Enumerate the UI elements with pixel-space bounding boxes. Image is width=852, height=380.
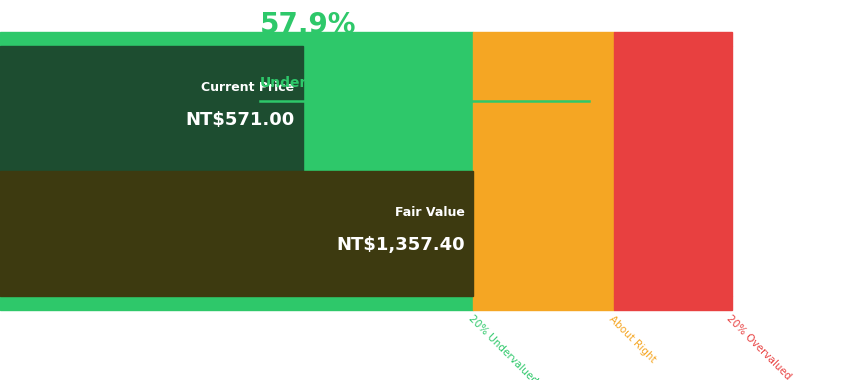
- Bar: [0, 46, 473, 296]
- Text: Undervalued: Undervalued: [260, 76, 360, 90]
- Bar: [0, 32, 473, 46]
- Bar: [473, 46, 613, 296]
- Text: Current Price: Current Price: [201, 81, 294, 94]
- Bar: [613, 296, 731, 310]
- Bar: [473, 296, 613, 310]
- Bar: [0, 296, 473, 310]
- Text: About Right: About Right: [607, 314, 657, 364]
- Bar: [613, 46, 731, 296]
- Text: Fair Value: Fair Value: [394, 206, 464, 219]
- Bar: [0, 46, 302, 171]
- Text: NT$571.00: NT$571.00: [185, 111, 294, 129]
- Text: 20% Overvalued: 20% Overvalued: [724, 314, 792, 380]
- Bar: [473, 32, 613, 46]
- Text: 57.9%: 57.9%: [260, 11, 356, 40]
- Bar: [0, 171, 473, 296]
- Text: NT$1,357.40: NT$1,357.40: [336, 236, 464, 254]
- Text: 20% Undervalued: 20% Undervalued: [466, 314, 538, 380]
- Bar: [613, 32, 731, 46]
